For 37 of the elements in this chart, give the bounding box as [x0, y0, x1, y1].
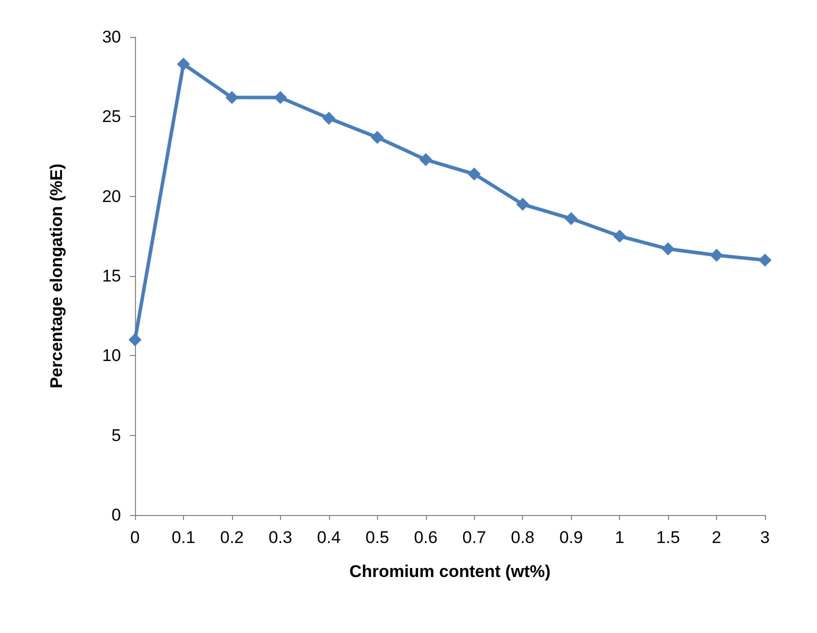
x-tick-label: 0.5	[365, 528, 390, 547]
x-tick-label: 0.8	[510, 528, 535, 547]
point	[468, 168, 481, 181]
y-tick-label: 25	[102, 107, 121, 126]
point	[613, 230, 626, 243]
x-tick-label: 1	[614, 528, 624, 547]
x-tick-label: 0.2	[220, 528, 244, 547]
x-tick-label: 0.3	[268, 528, 292, 547]
point	[370, 130, 384, 144]
point	[322, 112, 336, 125]
x-tick-label: 1.5	[656, 528, 680, 547]
y-tick-label: 30	[102, 28, 121, 46]
y-tick-label: 5	[112, 426, 121, 445]
point	[128, 333, 142, 346]
x-tick-label: 0.9	[559, 528, 583, 547]
x-tick-label: 0	[130, 528, 140, 547]
point	[274, 91, 287, 104]
y-tick-label: 15	[102, 266, 121, 286]
x-tick-label: 0.4	[317, 528, 341, 547]
x-tick-label: 0.6	[414, 528, 438, 547]
point	[176, 58, 190, 71]
point	[564, 212, 578, 226]
point	[516, 198, 530, 211]
point	[419, 153, 432, 166]
y-tick-label: 20	[102, 186, 121, 206]
x-axis-title: Chromium content (wt%)	[349, 562, 551, 581]
x-tick-label: 2	[712, 528, 722, 547]
point	[225, 91, 238, 104]
y-axis-title: Percentage elongation (%E)	[47, 164, 66, 388]
y-tick-label: 10	[102, 346, 121, 366]
point	[758, 254, 772, 267]
x-tick-label: 0.1	[172, 528, 196, 547]
point	[662, 242, 675, 256]
x-tick-label: 3	[760, 528, 770, 547]
point	[710, 248, 724, 262]
y-tick-label: 0	[112, 506, 121, 524]
x-tick-label: 0.7	[462, 528, 486, 547]
